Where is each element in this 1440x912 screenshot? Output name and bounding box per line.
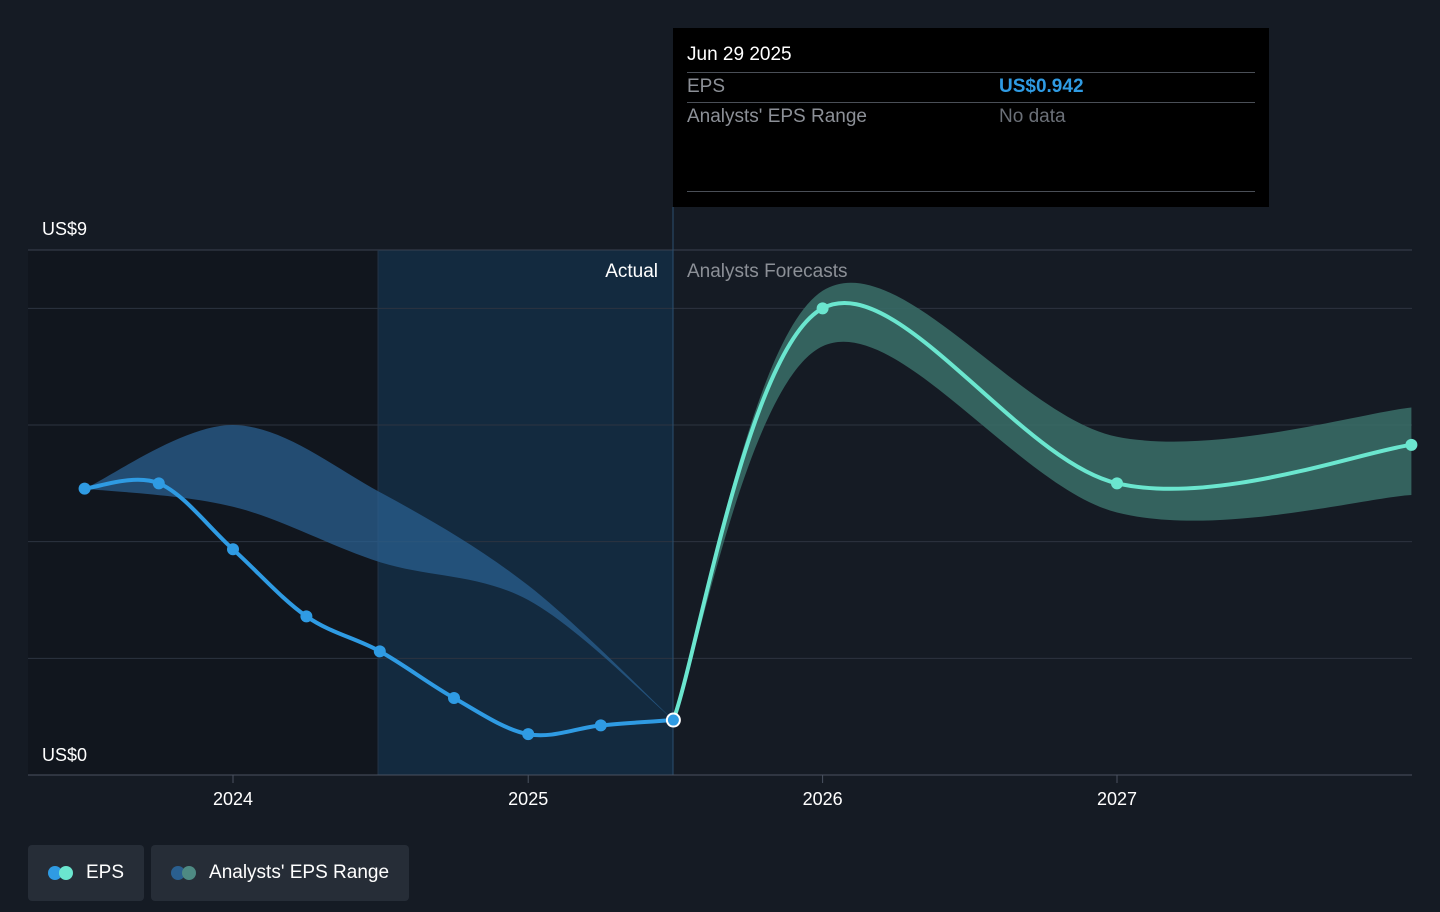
range-band-forecast <box>673 282 1412 720</box>
eps-point-selected <box>665 712 681 728</box>
eps-point <box>152 477 165 490</box>
eps-point <box>373 645 386 658</box>
tooltip-divider <box>687 191 1255 192</box>
eps-point <box>1405 438 1418 451</box>
x-axis-ticks: 2024 2025 2026 2027 <box>213 775 1137 809</box>
eps-point <box>448 692 460 704</box>
eps-point <box>1111 477 1123 490</box>
legend-range-label: Analysts' EPS Range <box>209 862 390 883</box>
tooltip: Jun 29 2025 EPS US$0.942 Analysts' EPS R… <box>673 28 1269 207</box>
range-legend-icon <box>171 866 197 880</box>
range-bands <box>84 282 1412 720</box>
eps-point <box>594 719 607 732</box>
tooltip-divider <box>687 102 1255 103</box>
eps-point <box>522 728 535 741</box>
tooltip-eps-label: EPS <box>687 76 726 97</box>
legend: EPS Analysts' EPS Range <box>28 845 410 901</box>
forecast-label: Analysts Forecasts <box>687 261 848 282</box>
tooltip-date: Jun 29 2025 <box>687 44 792 65</box>
tooltip-range-label: Analysts' EPS Range <box>687 106 867 127</box>
legend-eps-label: EPS <box>86 862 125 883</box>
tooltip-range-value: No data <box>999 106 1066 127</box>
x-tick-label: 2027 <box>1097 789 1137 809</box>
legend-range[interactable]: Analysts' EPS Range <box>151 845 410 901</box>
range-band-actual <box>84 424 674 720</box>
eps-point <box>816 302 829 315</box>
actual-label: Actual <box>605 261 658 282</box>
legend-eps[interactable]: EPS <box>28 845 145 901</box>
eps-points <box>78 302 1418 741</box>
eps-line-forecast <box>671 300 1414 722</box>
y-tick-label-min: US$0 <box>42 745 87 765</box>
tooltip-divider <box>687 72 1255 73</box>
eps-point <box>300 610 313 623</box>
x-tick-label: 2024 <box>213 789 253 809</box>
y-tick-label-max: US$9 <box>42 219 87 239</box>
eps-legend-icon <box>48 866 74 880</box>
tooltip-eps-value: US$0.942 <box>999 76 1084 97</box>
eps-point <box>227 543 239 556</box>
x-tick-label: 2026 <box>803 789 843 809</box>
eps-point <box>78 482 91 495</box>
recent-actual-shade <box>378 250 673 775</box>
x-tick-label: 2025 <box>508 789 548 809</box>
